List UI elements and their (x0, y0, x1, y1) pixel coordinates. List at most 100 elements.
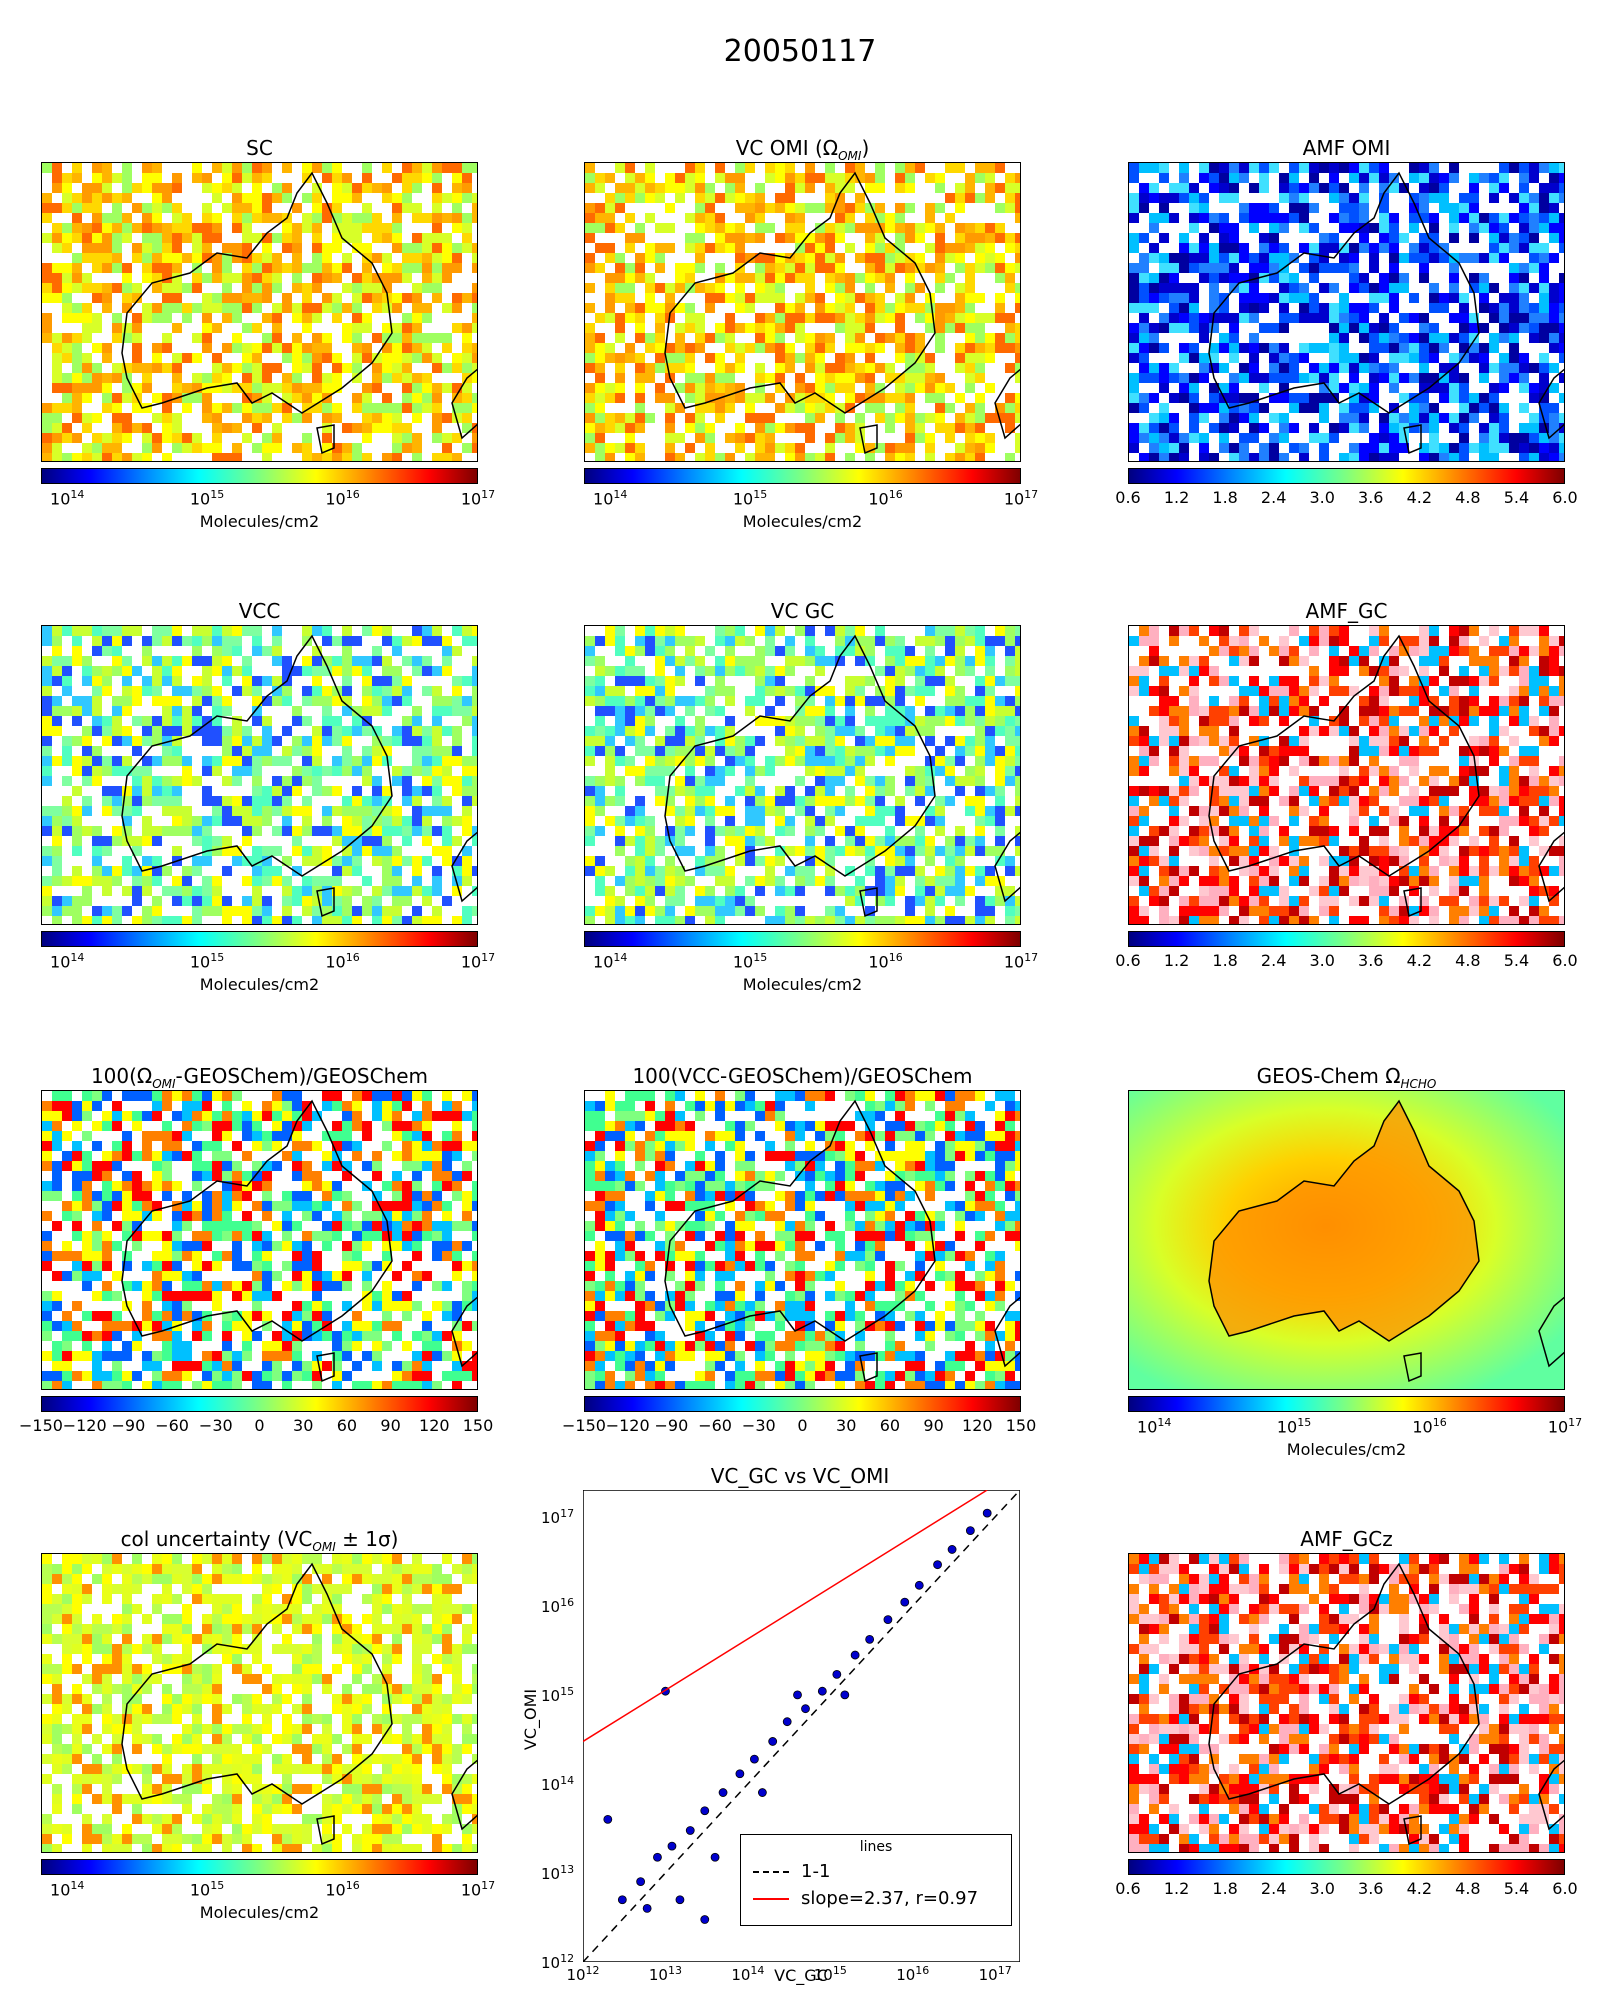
panel-title: AMF_GCz (1300, 1527, 1393, 1551)
panel-title: 100(ΩOMI-GEOSChem)/GEOSChem (90, 1064, 429, 1091)
scatter-point (782, 1717, 792, 1727)
map-panel (41, 1553, 478, 1853)
colorbar-tick: −30 (741, 1416, 776, 1435)
map-panel (584, 162, 1021, 462)
colorbar-tick: 4.2 (1406, 488, 1433, 507)
colorbar-tick: 1014 (50, 488, 85, 509)
colorbar-tick: 1.8 (1212, 951, 1238, 970)
legend-item: 1-1 (753, 1861, 1011, 1882)
colorbar-tick: −120 (605, 1416, 650, 1435)
scatter-point (700, 1915, 710, 1924)
colorbar-tick: 1015 (1276, 1416, 1312, 1437)
colorbar-tick: 1.8 (1212, 488, 1238, 507)
colorbar-tick: 4.8 (1455, 488, 1481, 507)
colorbar-tick: 1014 (1137, 1416, 1172, 1437)
colorbar-tick: 1017 (460, 1879, 496, 1900)
scatter-point (933, 1560, 942, 1570)
y-tick-label: 1013 (541, 1862, 575, 1883)
colorbar-tick: −90 (654, 1416, 689, 1435)
colorbar-tick: 1017 (1003, 488, 1039, 509)
colorbar-tick: 1.2 (1163, 1879, 1190, 1898)
colorbar-tick: −60 (698, 1416, 732, 1435)
map-panel (1128, 162, 1565, 462)
y-tick-label: 1017 (541, 1506, 575, 1527)
colorbar (584, 931, 1021, 947)
colorbar-tick: 1017 (460, 488, 496, 509)
colorbar-tick: 120 (419, 1416, 450, 1435)
colorbar-tick: −30 (198, 1416, 233, 1435)
colorbar-tick: 5.4 (1503, 488, 1530, 507)
regression-line (583, 1490, 988, 1743)
colorbar-tick: 5.4 (1503, 951, 1530, 970)
panel-title: VC GC (770, 599, 835, 623)
colorbar-tick: −150 (562, 1416, 606, 1435)
map-panel (584, 625, 1021, 925)
colorbar-tick: 4.2 (1406, 951, 1433, 970)
scatter-point (840, 1690, 850, 1700)
colorbar-tick: −60 (155, 1416, 189, 1435)
colorbar (41, 468, 478, 484)
colorbar-tick: 2.4 (1260, 1879, 1287, 1898)
colorbar-tick: 3.0 (1309, 488, 1335, 507)
colorbar-tick: 1014 (50, 951, 85, 972)
scatter-point (801, 1704, 810, 1714)
colorbar (1128, 1396, 1565, 1412)
colorbar (1128, 1859, 1565, 1875)
colorbar (1128, 931, 1565, 947)
colorbar-tick: 1015 (189, 1879, 225, 1900)
colorbar-tick: 1014 (50, 1879, 85, 1900)
colorbar-tick: −120 (62, 1416, 107, 1435)
scatter-point (617, 1895, 627, 1905)
colorbar-tick: 90 (380, 1416, 401, 1435)
colorbar-tick: 4.8 (1455, 1879, 1481, 1898)
y-tick-label: 1014 (541, 1773, 575, 1794)
scatter-point (900, 1597, 910, 1607)
colorbar-tick: 2.4 (1260, 951, 1287, 970)
colorbar-tick: 6.0 (1552, 1879, 1578, 1898)
colorbar-tick: 120 (962, 1416, 993, 1435)
scatter-point (865, 1634, 875, 1644)
colorbar-tick: 1017 (1547, 1416, 1583, 1437)
scatter-point (685, 1826, 695, 1835)
scatter-point (817, 1686, 827, 1696)
panel-title: col uncertainty (VCOMI ± 1σ) (120, 1527, 399, 1554)
colorbar-tick: 1016 (325, 488, 360, 509)
colorbar-tick: 60 (879, 1416, 901, 1435)
colorbar-label: Molecules/cm2 (199, 1903, 320, 1922)
legend-item: slope=2.37, r=0.97 (753, 1888, 1011, 1909)
panel-title: VCC (238, 599, 281, 623)
scatter-xlabel: VC_GC (774, 1966, 828, 1985)
colorbar-tick: 150 (1005, 1416, 1037, 1435)
colorbar-tick: 3.0 (1309, 951, 1335, 970)
colorbar-tick: 1015 (732, 488, 768, 509)
y-tick-label: 1015 (541, 1684, 575, 1705)
legend-title: lines (859, 1839, 893, 1855)
scatter-point (947, 1545, 957, 1554)
colorbar (1128, 468, 1565, 484)
scatter-point (757, 1788, 767, 1797)
colorbar-tick: 0 (254, 1416, 265, 1435)
figure-title: 20050117 (723, 34, 877, 69)
colorbar-tick: 60 (336, 1416, 358, 1435)
colorbar-tick: 5.4 (1503, 1879, 1530, 1898)
panel-title: AMF OMI (1302, 136, 1391, 160)
scatter-point (653, 1852, 662, 1862)
map-panel (1128, 625, 1565, 925)
colorbar-tick: 0.6 (1115, 951, 1141, 970)
scatter-point (793, 1690, 802, 1700)
colorbar-tick: 6.0 (1552, 951, 1578, 970)
scatter-point (642, 1903, 652, 1913)
scatter-point (735, 1769, 745, 1779)
colorbar (41, 931, 478, 947)
scatter-point (883, 1615, 893, 1625)
colorbar-tick: 4.8 (1455, 951, 1481, 970)
colorbar-tick: 1016 (1412, 1416, 1447, 1437)
colorbar (41, 1396, 478, 1412)
colorbar-tick: 0.6 (1115, 1879, 1141, 1898)
colorbar-label: Molecules/cm2 (199, 512, 320, 531)
x-tick-label: 1014 (731, 1964, 765, 1984)
colorbar-label: Molecules/cm2 (1286, 1440, 1407, 1459)
one-to-one-line (583, 1490, 1020, 1962)
colorbar-tick: 1016 (325, 1879, 360, 1900)
map-panel (1128, 1553, 1565, 1853)
